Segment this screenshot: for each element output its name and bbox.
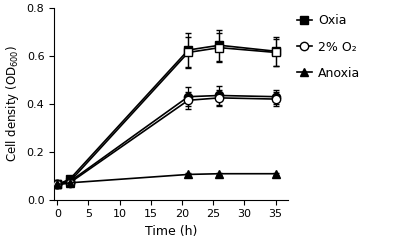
X-axis label: Time (h): Time (h)	[145, 225, 197, 238]
Legend: Oxia, 2% O₂, Anoxia: Oxia, 2% O₂, Anoxia	[296, 15, 360, 80]
Y-axis label: Cell density (OD$_{600}$): Cell density (OD$_{600}$)	[4, 45, 21, 162]
